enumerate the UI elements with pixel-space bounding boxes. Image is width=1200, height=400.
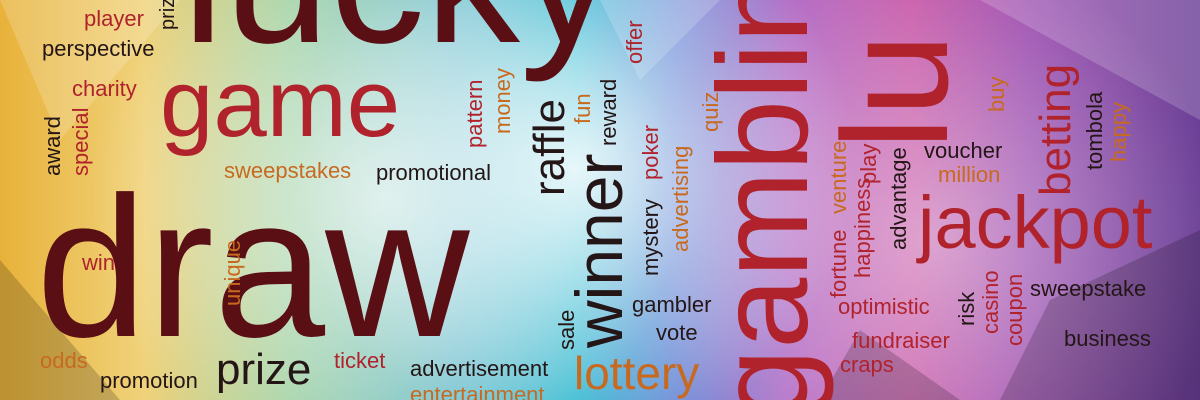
word-poker: poker	[638, 124, 663, 180]
word-fun: fun	[570, 93, 595, 124]
word-casino: casino	[978, 270, 1003, 334]
word-gambler: gambler	[632, 292, 712, 317]
word-draw: draw	[36, 156, 470, 379]
word-raffle: raffle	[525, 98, 574, 196]
word-quiz: quiz	[698, 91, 723, 132]
word-ticket: ticket	[334, 348, 386, 373]
word-unique: unique	[220, 239, 245, 306]
word-risk: risk	[954, 291, 979, 326]
word-vote: vote	[656, 320, 698, 345]
facet-4	[1000, 230, 1200, 400]
word-sweepstake: sweepstake	[1030, 276, 1147, 301]
word-venture: venture	[826, 140, 851, 214]
word-coupon: coupon	[1002, 273, 1027, 346]
word-fundraiser: fundraiser	[852, 328, 950, 353]
word-offer: offer	[622, 20, 647, 64]
word-fortune: fortune	[826, 229, 851, 299]
word-special: special	[68, 107, 93, 176]
word-odds: odds	[40, 348, 88, 373]
word-charity: charity	[72, 76, 137, 101]
word-prize-top: prize	[157, 0, 179, 30]
word-happy: happy	[1106, 102, 1131, 162]
word-promotion: promotion	[100, 368, 198, 393]
word-lucky: lucky	[182, 0, 615, 72]
word-money: money	[490, 67, 515, 134]
facet-2	[0, 260, 120, 400]
word-win: win	[82, 250, 116, 275]
word-happiness: happiness	[850, 177, 875, 278]
facet-5	[820, 330, 960, 400]
word-perspective: perspective	[42, 36, 155, 61]
word-lottery: lottery	[574, 347, 700, 399]
word-tombola: tombola	[1082, 91, 1107, 170]
word-promotional: promotional	[376, 160, 491, 185]
word-entertainment: entertainment	[410, 382, 545, 400]
word-advertising: advertising	[668, 145, 693, 252]
word-play: play	[856, 143, 881, 184]
word-sweepstakes: sweepstakes	[224, 158, 352, 183]
word-craps: craps	[840, 352, 894, 377]
facet-1	[0, 0, 180, 140]
word-gambling: gambling	[692, 0, 835, 400]
word-prize: prize	[216, 345, 312, 394]
facet-6	[600, 0, 720, 80]
word-pattern: pattern	[462, 79, 487, 149]
word-advertisement: advertisement	[410, 356, 549, 381]
word-buy: buy	[984, 76, 1009, 112]
word-sale: sale	[554, 309, 579, 350]
facet-3	[980, 0, 1200, 120]
word-lu: lu	[811, 33, 979, 150]
word-player: player	[84, 6, 144, 31]
word-million: million	[938, 162, 1001, 187]
word-advantage: advantage	[886, 147, 911, 250]
word-jackpot: jackpot	[918, 181, 1153, 264]
word-optimistic: optimistic	[838, 294, 930, 319]
word-mystery: mystery	[638, 199, 663, 276]
word-business: business	[1064, 326, 1151, 351]
word-voucher: voucher	[924, 138, 1003, 163]
word-game: game	[160, 50, 401, 157]
word-reward: reward	[596, 78, 621, 146]
word-award: award	[40, 116, 65, 176]
word-betting: betting	[1031, 63, 1080, 196]
